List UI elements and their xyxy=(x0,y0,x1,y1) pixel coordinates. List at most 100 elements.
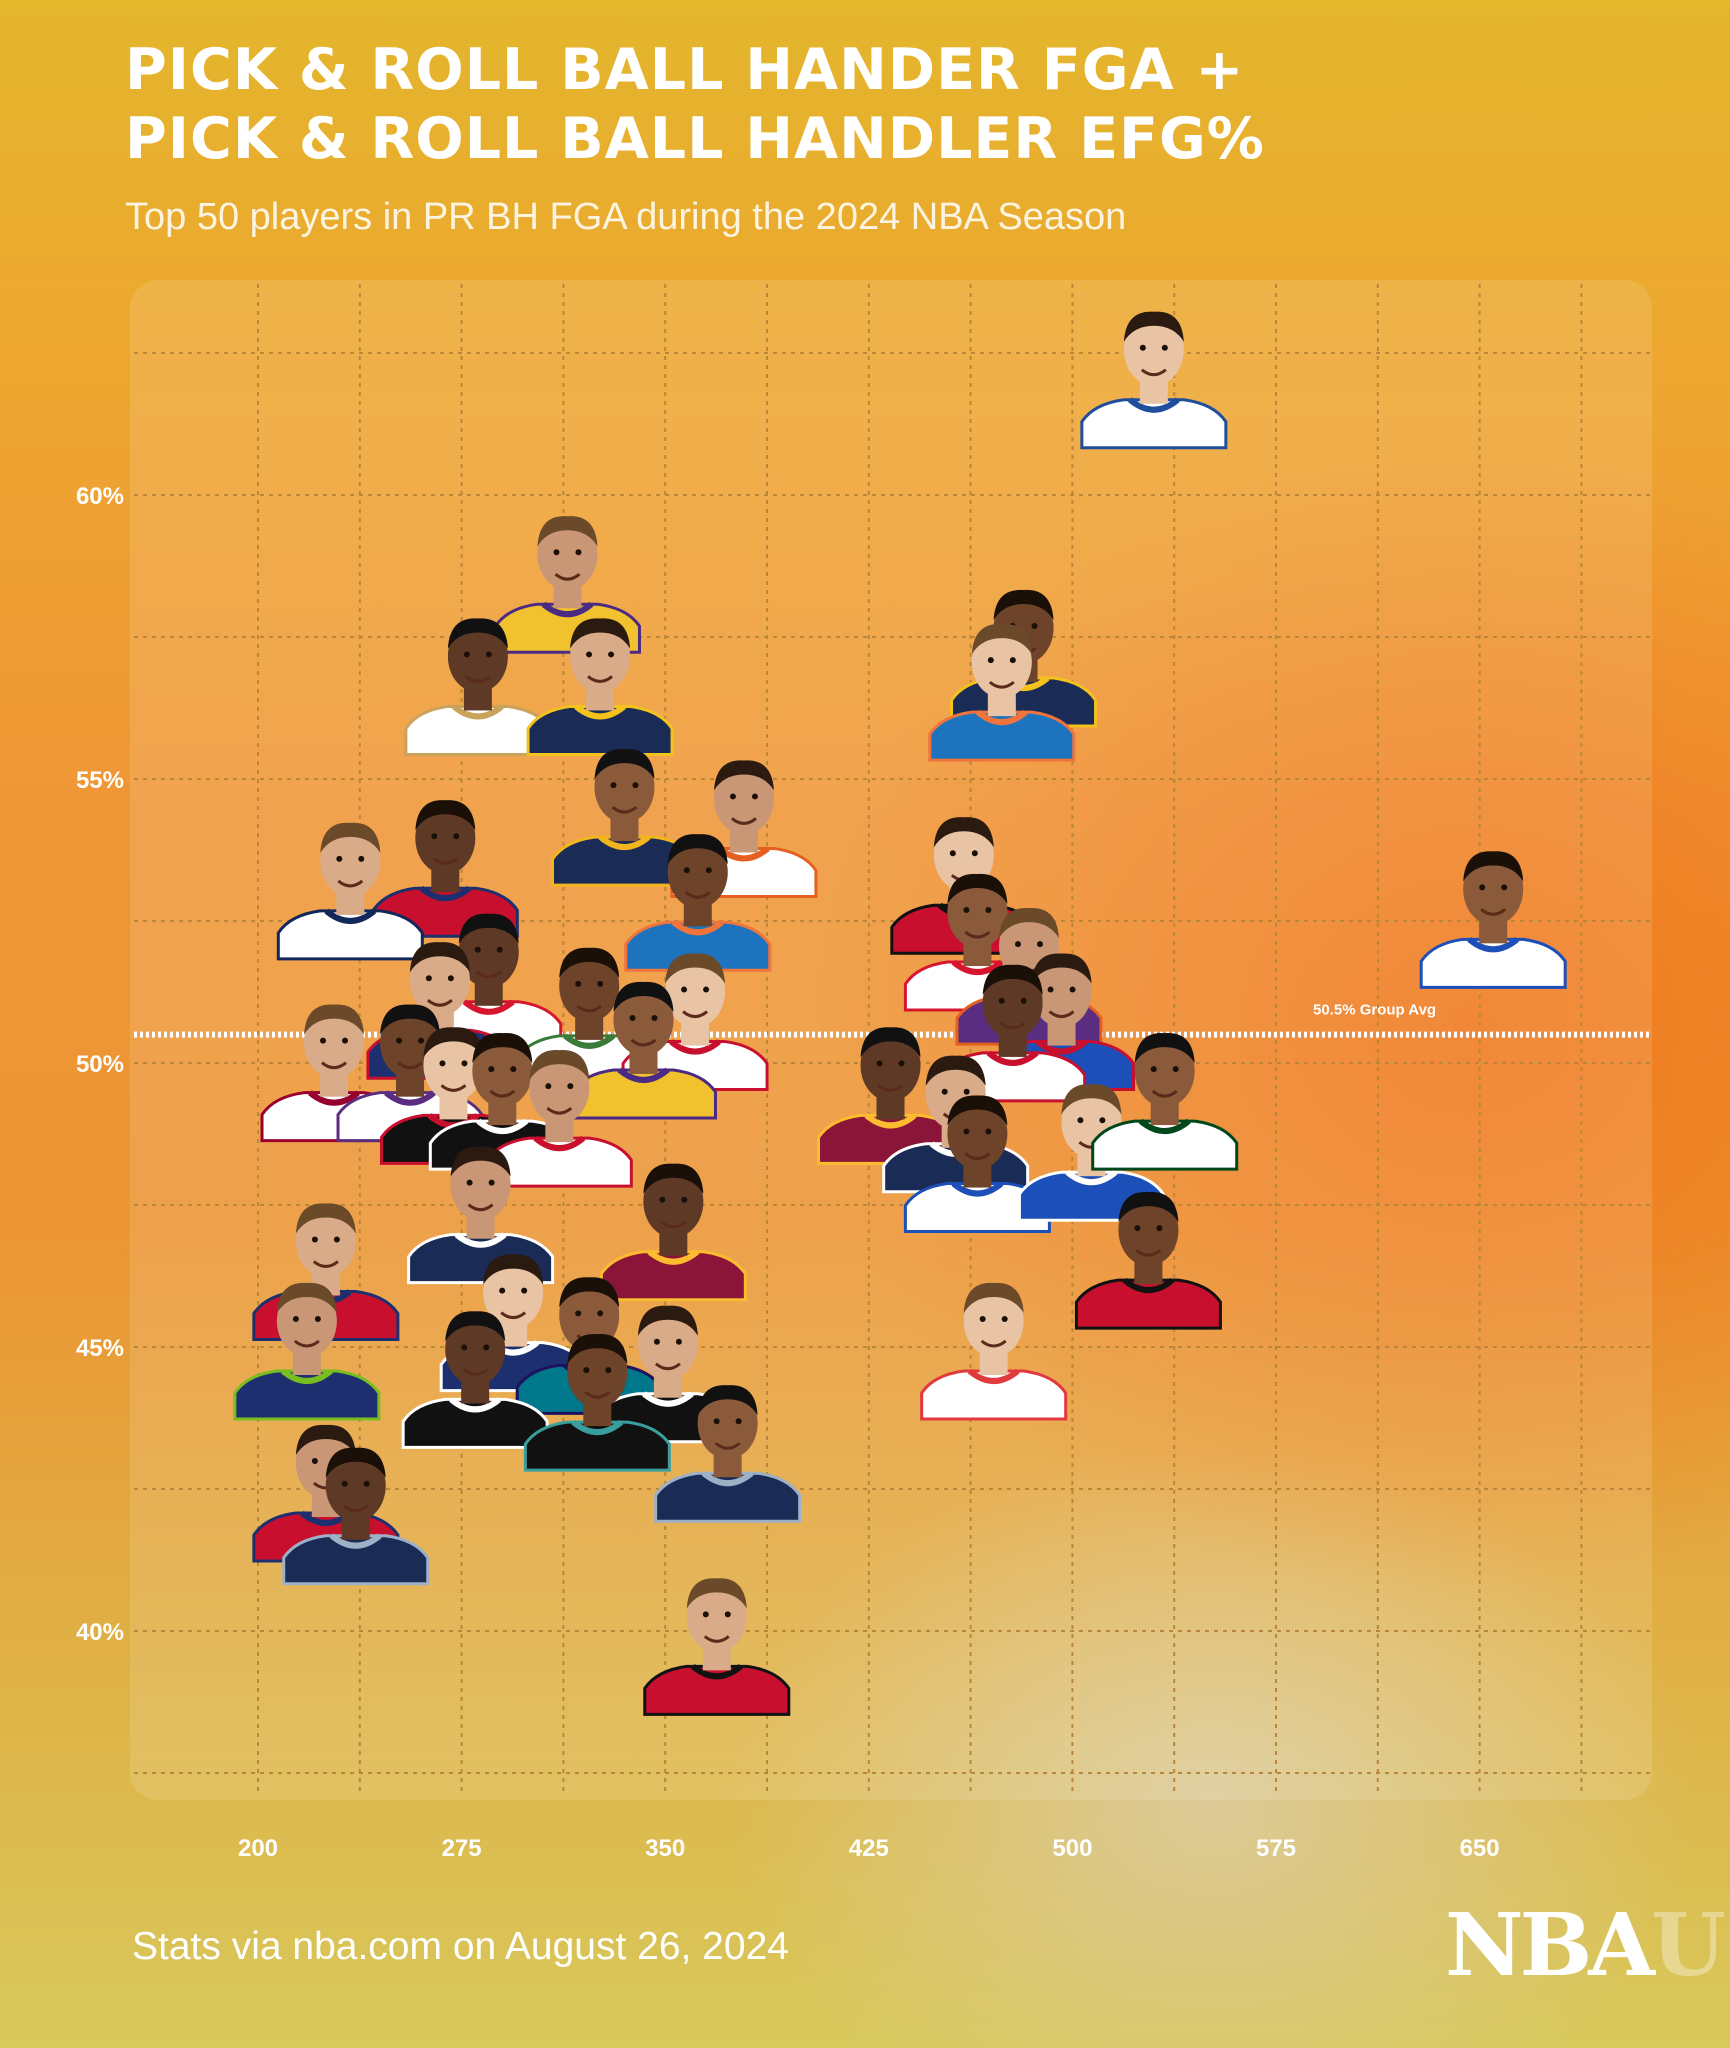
average-line-label: 50.5% Group Avg xyxy=(1313,1002,1436,1019)
player-hair xyxy=(860,1027,921,1058)
player-eye xyxy=(971,850,978,857)
jersey-collar xyxy=(563,1033,616,1049)
player-hair xyxy=(450,1146,511,1177)
chart-subtitle: Top 50 players in PR BH FGA during the 2… xyxy=(125,196,1127,238)
player-jersey xyxy=(920,1369,1068,1421)
player-eye xyxy=(474,946,481,953)
player-neck xyxy=(336,892,365,915)
jersey-collar xyxy=(701,1470,754,1487)
player-eye xyxy=(735,1418,742,1425)
player-head xyxy=(483,1256,544,1329)
player-mouth xyxy=(546,1106,573,1115)
jersey-collar xyxy=(864,1113,917,1129)
jersey-collar xyxy=(280,1368,333,1384)
player-hair xyxy=(594,748,655,780)
player-hair xyxy=(380,1004,441,1035)
player-hair xyxy=(998,908,1059,939)
player-eye xyxy=(949,850,956,857)
player-eye xyxy=(713,1418,720,1425)
player-hair xyxy=(567,1334,628,1365)
player-jersey xyxy=(624,920,772,972)
x-tick-label: 500 xyxy=(1052,1835,1092,1862)
jersey-collar xyxy=(308,1090,360,1106)
player-head xyxy=(295,1205,356,1278)
player-eye xyxy=(488,1179,495,1186)
player-eye xyxy=(439,1060,446,1067)
player-mouth xyxy=(440,1084,467,1092)
player-eye xyxy=(1031,623,1038,630)
player-eye xyxy=(963,907,970,914)
player-mouth xyxy=(877,1084,904,1092)
player-mouth xyxy=(489,1089,516,1098)
jersey-collar xyxy=(669,1039,721,1055)
jersey-collar xyxy=(324,908,377,924)
player-eye xyxy=(629,1014,636,1021)
player-neck xyxy=(488,1103,517,1126)
player-eye xyxy=(702,1611,709,1618)
player-neck xyxy=(979,1353,1008,1375)
player-hair xyxy=(320,822,381,853)
jersey-collar xyxy=(671,919,724,936)
player-jersey xyxy=(1091,1119,1239,1171)
player-neck xyxy=(545,1120,574,1143)
player-eye xyxy=(979,1316,986,1322)
player-hair xyxy=(947,873,1008,905)
player-mouth xyxy=(682,1010,709,1019)
player-eye xyxy=(597,980,604,987)
player-head xyxy=(304,1006,365,1079)
player-neck xyxy=(659,1233,688,1256)
jersey-collar xyxy=(1127,397,1180,413)
player-hair xyxy=(947,1095,1008,1126)
player-head xyxy=(860,1029,921,1102)
player-mouth xyxy=(576,1004,603,1013)
player-hair xyxy=(458,913,519,944)
player-hair xyxy=(445,1311,506,1342)
player-hair xyxy=(643,1163,704,1194)
player-eye xyxy=(510,1066,517,1073)
player-neck xyxy=(629,1051,658,1074)
player-eye xyxy=(1161,344,1168,351)
player-hair xyxy=(325,1447,386,1478)
player-head xyxy=(637,1307,698,1380)
player-eye xyxy=(1014,941,1021,948)
player-eye xyxy=(342,1037,349,1044)
y-axis-tick-labels: 40% 45% 50% 55% 60% xyxy=(76,483,124,1646)
player-marker xyxy=(233,1282,381,1421)
player-eye xyxy=(1150,1066,1157,1073)
player-eye xyxy=(1047,986,1054,993)
player-head xyxy=(667,836,728,909)
player-neck xyxy=(1479,921,1508,944)
y-tick-label: 45% xyxy=(76,1335,124,1362)
player-head xyxy=(570,620,631,693)
player-hair xyxy=(304,1004,365,1035)
player-hair xyxy=(559,1277,620,1308)
player-head xyxy=(1031,955,1092,1028)
player-head xyxy=(567,1336,628,1409)
jersey-collar xyxy=(951,1181,1004,1197)
x-axis-tick-labels: 200 275 350 425 500 575 650 xyxy=(238,1835,1500,1862)
player-eye xyxy=(1172,1066,1179,1073)
player-head xyxy=(458,915,519,988)
x-tick-label: 350 xyxy=(645,1835,685,1862)
player-mouth xyxy=(554,573,581,581)
player-neck xyxy=(683,904,712,927)
player-eye xyxy=(1156,1225,1163,1232)
player-markers xyxy=(233,311,1567,1716)
jersey-collar xyxy=(533,1135,586,1152)
player-neck xyxy=(1150,1103,1179,1126)
player-eye xyxy=(998,997,1005,1004)
player-neck xyxy=(583,1404,612,1427)
player-mouth xyxy=(321,1061,347,1070)
jersey-collar xyxy=(647,1249,700,1265)
jersey-collar xyxy=(690,1663,743,1680)
player-eye xyxy=(425,975,432,982)
player-eye xyxy=(987,657,994,664)
player-eye xyxy=(466,1179,473,1186)
player-hair xyxy=(472,1032,533,1064)
player-eye xyxy=(597,1310,604,1317)
player-mouth xyxy=(337,879,364,888)
logo-nba: NBA xyxy=(1445,1895,1655,1996)
player-jersey xyxy=(526,704,674,756)
jersey-collar xyxy=(986,1050,1039,1066)
x-tick-label: 275 xyxy=(442,1835,482,1862)
